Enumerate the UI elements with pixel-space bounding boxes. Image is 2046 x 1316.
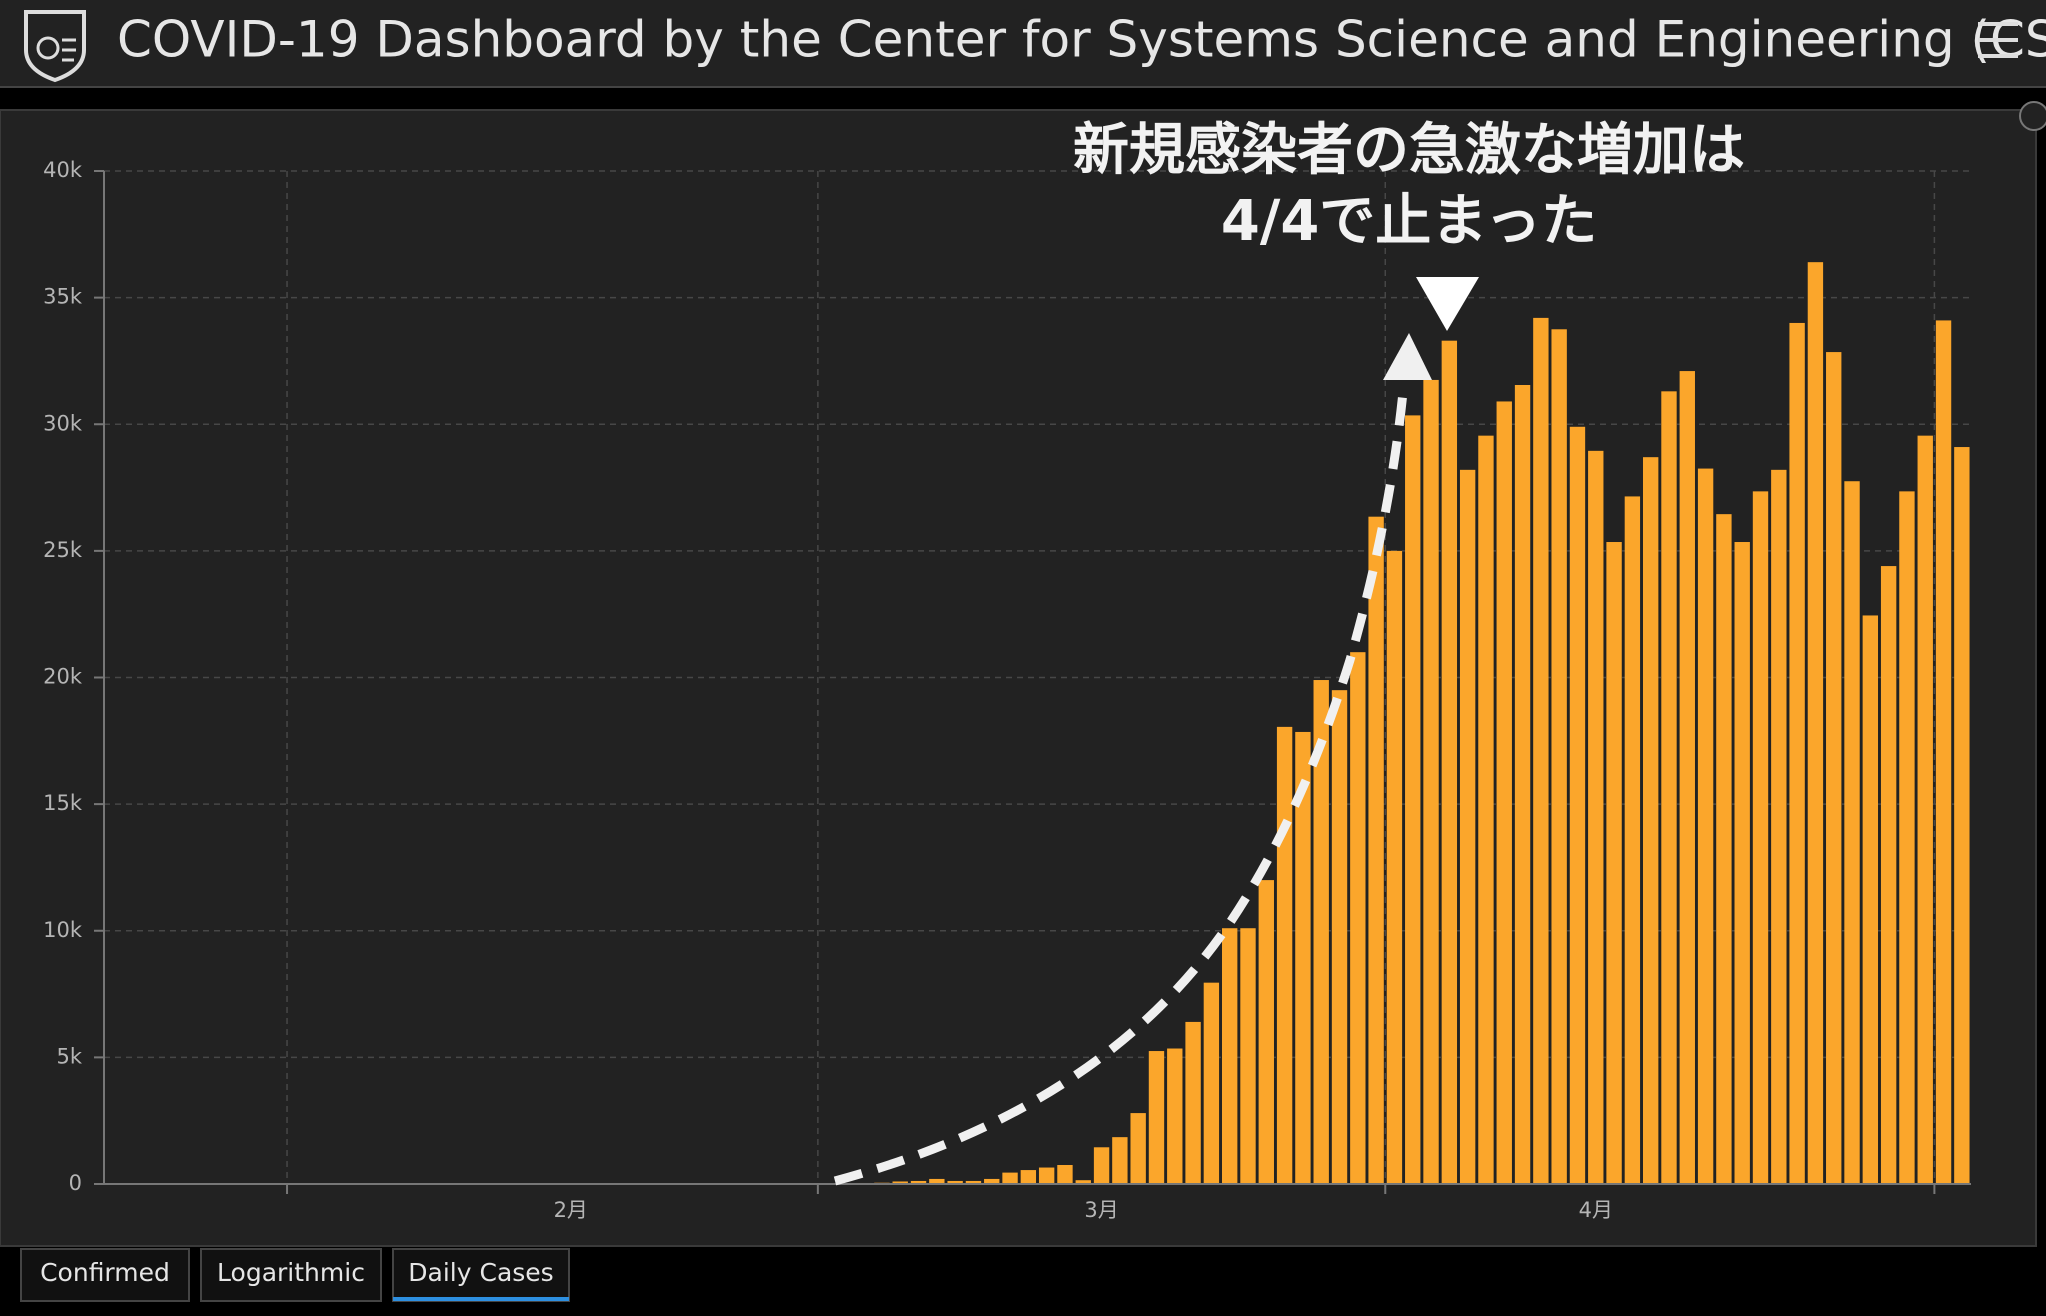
bar xyxy=(910,1180,927,1184)
bar xyxy=(1258,880,1274,1184)
tabs: Confirmed Logarithmic Daily Cases xyxy=(20,1248,570,1302)
bar xyxy=(1862,615,1879,1184)
bar xyxy=(1899,491,1915,1185)
bar xyxy=(1386,550,1403,1184)
bar xyxy=(1240,928,1256,1184)
bar xyxy=(1624,496,1641,1184)
bar xyxy=(1459,469,1476,1185)
bar xyxy=(1057,1165,1073,1184)
bar xyxy=(1038,1167,1055,1184)
bar xyxy=(1752,491,1769,1185)
bar xyxy=(1222,928,1238,1184)
y-tick-label: 5k xyxy=(56,1044,82,1068)
tab-background xyxy=(20,1248,190,1302)
trend-arrowhead xyxy=(1383,333,1432,380)
annotation-line: 4/4で止まった xyxy=(1221,189,1597,254)
bar xyxy=(1075,1180,1091,1184)
y-tick-label: 30k xyxy=(43,411,83,435)
tab[interactable]: Confirmed xyxy=(20,1248,190,1302)
bar xyxy=(965,1180,982,1184)
annotation-arrow-down xyxy=(1416,277,1479,331)
bar xyxy=(892,1181,908,1184)
y-tick-label: 20k xyxy=(43,665,83,689)
bar xyxy=(1844,481,1860,1184)
bar xyxy=(1826,352,1842,1185)
bar xyxy=(1331,690,1348,1184)
tab-label: Daily Cases xyxy=(408,1258,553,1287)
bar xyxy=(1496,401,1512,1184)
y-tick-label: 0 xyxy=(69,1171,82,1195)
x-tick-label: 2月 xyxy=(554,1198,588,1222)
bar xyxy=(1917,435,1933,1184)
y-tick-label: 10k xyxy=(43,918,83,942)
bar xyxy=(1661,391,1677,1184)
bar xyxy=(1002,1172,1018,1184)
bar xyxy=(1148,1051,1165,1184)
tab[interactable]: Logarithmic xyxy=(200,1248,382,1302)
bar xyxy=(1588,450,1604,1184)
bar xyxy=(947,1180,963,1184)
bar xyxy=(1642,457,1659,1184)
bar xyxy=(1276,726,1293,1184)
bar xyxy=(1130,1113,1146,1184)
bar xyxy=(1880,566,1897,1184)
bar xyxy=(1313,680,1329,1184)
collapse-button[interactable] xyxy=(2019,101,2046,131)
bar xyxy=(1423,379,1439,1184)
bar xyxy=(1478,435,1494,1184)
bar xyxy=(1167,1048,1183,1184)
x-tick-label: 3月 xyxy=(1084,1198,1118,1222)
bar xyxy=(1185,1021,1201,1184)
x-tick-label: 4月 xyxy=(1579,1198,1613,1222)
bar xyxy=(1734,542,1750,1184)
bar xyxy=(1771,469,1787,1185)
bar xyxy=(1551,329,1567,1184)
trend-arrow xyxy=(833,391,1408,1186)
y-tick-label: 25k xyxy=(43,538,83,562)
bar xyxy=(1606,542,1622,1184)
bar xyxy=(1679,371,1695,1184)
menu-button[interactable] xyxy=(1978,22,2018,58)
bar xyxy=(1350,652,1366,1184)
bar xyxy=(1093,1147,1110,1184)
bar xyxy=(1569,426,1586,1185)
bar xyxy=(1935,320,1952,1185)
bar xyxy=(1789,322,1805,1184)
tab-label: Confirmed xyxy=(40,1258,170,1287)
bar xyxy=(1514,384,1531,1185)
bar xyxy=(1807,262,1824,1184)
plot: 0 5k 10k 15k 20k 25k 30k 35k 40k 2月 3月 4月 xyxy=(43,158,1971,1222)
bar xyxy=(1368,516,1384,1184)
header-title: COVID-19 Dashboard by the Center for Sys… xyxy=(117,11,2046,69)
bar xyxy=(1295,731,1311,1184)
y-tick-label: 35k xyxy=(43,285,83,309)
bar xyxy=(1112,1137,1128,1184)
tab-label: Logarithmic xyxy=(217,1258,365,1287)
logo xyxy=(24,10,86,83)
bar xyxy=(929,1178,945,1184)
bar xyxy=(1533,317,1549,1184)
y-tick-label: 15k xyxy=(43,791,83,815)
bar xyxy=(1441,340,1458,1184)
tab-active-indicator xyxy=(393,1297,569,1301)
annotation-line: 新規感染者の急激な増加は xyxy=(1073,118,1745,183)
bar xyxy=(1716,514,1732,1184)
header-bar xyxy=(0,0,2046,87)
bar xyxy=(1954,447,1970,1185)
bar xyxy=(984,1178,1000,1184)
y-tick-label: 40k xyxy=(43,158,83,182)
bar xyxy=(1697,468,1714,1185)
tab-background xyxy=(200,1248,382,1302)
bar xyxy=(1203,982,1220,1184)
tab[interactable]: Daily Cases xyxy=(392,1248,570,1302)
bar xyxy=(1020,1170,1037,1184)
bar xyxy=(1405,415,1421,1185)
